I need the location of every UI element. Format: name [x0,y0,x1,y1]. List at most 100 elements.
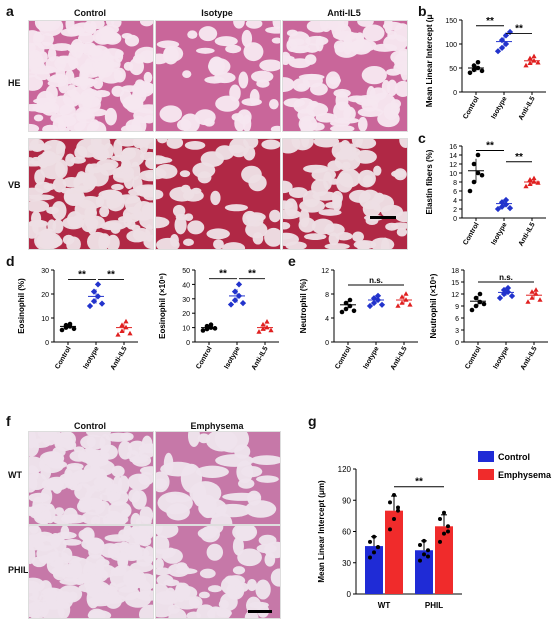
alveolus [29,438,51,448]
alveolus [347,95,367,103]
alveolus [84,206,97,220]
alveolus [180,463,203,493]
alveolus [88,608,106,618]
data-point [533,287,539,292]
y-axis-label: Neutrophil (%) [299,278,308,333]
alveolus [70,156,86,164]
alveolus [125,119,141,131]
data-point [479,172,485,178]
alveolus [54,507,65,516]
alveolus [188,596,203,609]
alveolus [200,151,224,168]
y-tick-label: 50 [182,268,190,275]
data-point [200,328,206,333]
alveolus [31,211,42,226]
alveolus [264,227,280,247]
alveolus [198,591,210,599]
data-point [403,291,409,296]
data-point [535,59,541,65]
x-tick-label: Control [464,345,483,370]
y-tick-label: 6 [453,189,457,196]
data-point [467,70,473,76]
alveolus [122,542,141,550]
data-point [471,67,477,73]
data-point [366,302,374,310]
data-point [504,284,512,292]
y-tick-label: 30 [41,268,49,275]
alveolus [62,539,82,546]
alveolus [234,114,246,131]
alveolus [219,592,238,611]
alveolus [139,21,153,27]
alveolus [195,465,229,478]
y-tick-label: 12 [451,292,459,299]
alveolus [61,127,70,131]
alveolus [83,463,101,479]
alveolus [123,569,147,589]
alveolus [305,35,329,46]
alveolus [311,218,335,235]
alveolus [82,96,101,113]
data-point [396,508,400,513]
alveolus [166,503,190,521]
alveolus [69,450,89,462]
alveolus [93,564,117,579]
histology-tile [282,20,408,132]
y-tick-label: 4 [453,198,457,205]
alveolus [187,220,205,235]
alveolus [362,200,381,218]
alveolus [44,588,57,607]
alveolus [261,139,280,150]
alveolus [156,598,175,618]
legend-swatch [478,469,494,480]
alveolus [270,125,280,131]
histology-tile [28,20,154,132]
significance-label: ** [78,270,86,281]
alveolus [134,46,153,63]
x-tick-label: PHIL [425,601,443,610]
data-point [127,330,133,336]
x-tick-label: Isotype [490,221,508,246]
alveolus [400,62,407,81]
alveolus [113,139,123,158]
alveolus [183,238,194,246]
alveolus [143,546,153,564]
alveolus [87,45,110,62]
alveolus [288,31,311,51]
alveolus [207,585,223,593]
data-point [498,203,506,210]
alveolus [62,432,74,439]
alveolus [343,106,356,121]
alveolus [122,526,148,545]
alveolus [318,209,342,216]
alveolus [357,116,368,131]
data-point [525,299,531,304]
alveolus [288,58,312,69]
alveolus [138,448,153,459]
alveolus [95,30,120,44]
alveolus [182,70,192,78]
data-point [67,321,73,327]
data-point [422,538,426,543]
alveolus [29,194,55,201]
bar [435,526,453,594]
alveolus [124,34,140,47]
alveolus [236,460,254,484]
data-point [264,324,270,330]
alveolus [265,26,280,34]
y-tick-label: 0 [453,90,457,97]
y-tick-label: 0 [453,216,457,223]
data-point [407,302,413,307]
alveolus [111,21,122,28]
data-point [208,322,214,328]
alveolus [237,548,262,567]
alveolus [283,77,295,92]
alveolus [47,460,67,469]
scale-bar-f [248,610,272,613]
alveolus [60,526,70,540]
data-point [256,329,262,334]
alveolus [156,471,170,493]
col-label-control: Control [74,8,106,18]
alveolus [335,232,353,241]
data-point [239,300,247,307]
